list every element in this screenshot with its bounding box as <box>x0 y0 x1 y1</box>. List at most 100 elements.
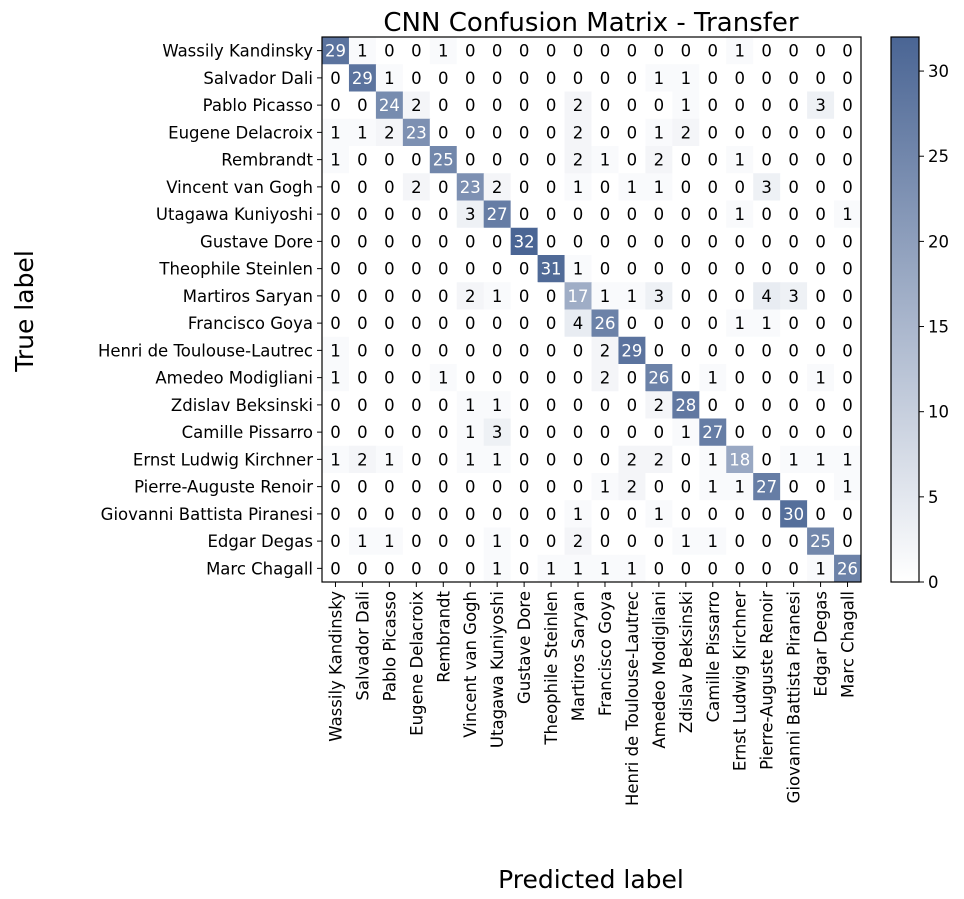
cell-value: 0 <box>330 478 341 497</box>
cell-value: 0 <box>546 151 557 170</box>
matrix-cell <box>726 173 754 201</box>
cell-value: 0 <box>708 505 719 524</box>
cell-value: 1 <box>357 123 368 142</box>
matrix-cell <box>834 336 862 365</box>
matrix-cell <box>510 37 539 65</box>
y-tick-label: Edgar Degas <box>207 532 313 551</box>
y-tick-label: Amedeo Modigliani <box>155 369 313 388</box>
matrix-cell <box>402 500 431 528</box>
matrix-cell <box>429 473 458 501</box>
cell-value: 0 <box>761 369 772 388</box>
matrix-cell <box>672 554 700 583</box>
matrix-cell <box>807 91 835 120</box>
cell-value: 1 <box>815 450 826 469</box>
cell-value: 0 <box>519 423 530 442</box>
cell-value: 0 <box>438 450 449 469</box>
matrix-cell <box>834 391 862 419</box>
cell-value: 0 <box>842 232 853 251</box>
cell-value: 0 <box>842 96 853 115</box>
matrix-cell <box>483 364 512 392</box>
cell-value: 0 <box>384 478 395 497</box>
matrix-cell <box>699 118 727 147</box>
cell-value: 1 <box>815 369 826 388</box>
matrix-cell <box>834 118 862 147</box>
cell-value: 0 <box>492 505 503 524</box>
cell-value: 0 <box>357 369 368 388</box>
cell-value: 0 <box>546 96 557 115</box>
y-tick-label: Camille Pissarro <box>182 423 313 442</box>
matrix-cell <box>753 500 781 528</box>
matrix-cell <box>618 554 646 583</box>
matrix-cell <box>375 173 404 201</box>
matrix-cell <box>375 255 404 283</box>
x-tick-label: Henri de Toulouse-Lautrec <box>623 591 642 806</box>
cell-value: 1 <box>734 314 745 333</box>
matrix-cell <box>564 527 592 556</box>
matrix-cell <box>564 500 592 528</box>
matrix-cell <box>726 37 754 65</box>
cell-value: 0 <box>384 369 395 388</box>
matrix-cell <box>402 391 431 419</box>
matrix-cell <box>402 418 431 447</box>
cell-value: 0 <box>842 396 853 415</box>
cell-value: 1 <box>734 478 745 497</box>
cell-value: 0 <box>708 260 719 279</box>
matrix-cell <box>322 91 350 120</box>
matrix-cell <box>375 118 404 147</box>
cell-value: 2 <box>573 123 584 142</box>
matrix-cell <box>348 473 377 501</box>
colorbar-tick-label: 25 <box>928 147 949 166</box>
cell-value: 0 <box>519 341 530 360</box>
matrix-cell <box>348 173 377 201</box>
cell-value: 0 <box>654 478 665 497</box>
matrix-cell <box>645 364 673 392</box>
cell-value: 0 <box>734 505 745 524</box>
y-tick-label: Eugene Delacroix <box>168 123 313 142</box>
matrix-cell <box>456 418 485 447</box>
cell-value: 1 <box>600 151 611 170</box>
cell-value: 1 <box>330 151 341 170</box>
cell-value: 0 <box>357 423 368 442</box>
colorbar-tick-label: 20 <box>928 232 949 251</box>
matrix-cell <box>807 200 835 229</box>
cell-value: 0 <box>734 369 745 388</box>
cell-value: 0 <box>384 423 395 442</box>
matrix-cell <box>483 64 512 92</box>
cell-value: 0 <box>519 369 530 388</box>
matrix-cell <box>591 282 619 310</box>
cell-value: 0 <box>600 96 611 115</box>
matrix-cell <box>564 37 592 65</box>
matrix-cell <box>780 418 808 447</box>
cell-value: 0 <box>465 478 476 497</box>
matrix-cell <box>564 364 592 392</box>
cell-value: 0 <box>411 69 422 88</box>
matrix-cell <box>375 473 404 501</box>
cell-value: 0 <box>492 232 503 251</box>
matrix-cell <box>322 418 350 447</box>
x-tick-label: Vincent van Gogh <box>461 591 480 738</box>
matrix-cell <box>780 227 808 256</box>
matrix-cell <box>726 282 754 310</box>
matrix-cell <box>645 336 673 365</box>
matrix-cell <box>483 91 512 120</box>
matrix-cell <box>618 418 646 447</box>
y-tick-labels: Wassily Kandinsky Salvador Dali Pablo Pica… <box>98 42 322 578</box>
matrix-cell <box>429 282 458 310</box>
cell-value: 0 <box>573 341 584 360</box>
matrix-cell <box>780 500 808 528</box>
cell-value: 2 <box>384 123 395 142</box>
cell-value: 0 <box>357 478 368 497</box>
cell-value: 23 <box>406 123 427 142</box>
cell-value: 0 <box>357 232 368 251</box>
cell-value: 0 <box>788 423 799 442</box>
matrix-cell <box>834 282 862 310</box>
cell-value: 0 <box>546 505 557 524</box>
cell-value: 0 <box>681 369 692 388</box>
matrix-cell <box>699 37 727 65</box>
cell-value: 0 <box>761 205 772 224</box>
cell-value: 0 <box>654 232 665 251</box>
cell-value: 0 <box>357 287 368 306</box>
cell-value: 0 <box>357 151 368 170</box>
cell-value: 0 <box>330 505 341 524</box>
cell-value: 0 <box>384 151 395 170</box>
